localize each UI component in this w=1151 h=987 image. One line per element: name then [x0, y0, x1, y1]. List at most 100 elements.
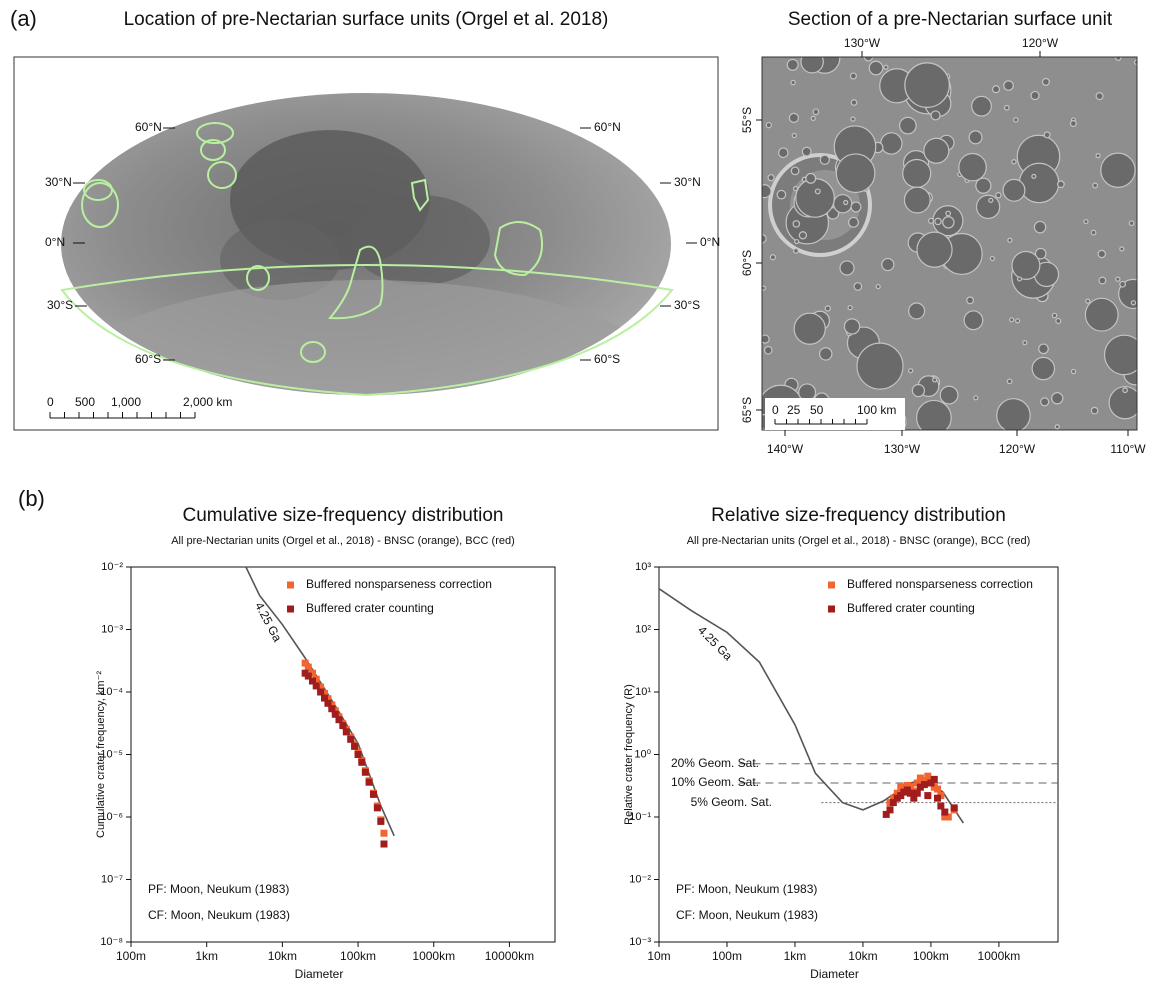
data-point — [889, 794, 897, 802]
crater — [819, 154, 830, 165]
data-point — [882, 810, 890, 818]
crater — [989, 255, 995, 262]
crater — [839, 260, 855, 276]
crater — [988, 197, 994, 203]
crater — [903, 186, 931, 214]
crater — [800, 57, 824, 74]
data-point — [312, 675, 320, 683]
legend-label: Buffered nonsparseness correction — [847, 577, 1033, 591]
data-point — [312, 682, 320, 690]
y-tick-label: 10⁻¹ — [629, 811, 651, 823]
crater — [899, 116, 917, 135]
x-tick-label: 100m — [712, 949, 742, 963]
x-tick-label: 1000km — [412, 949, 455, 963]
data-point — [889, 799, 897, 807]
legend-label: Buffered crater counting — [847, 601, 975, 615]
scale-label: 2,000 km — [183, 395, 232, 409]
crater — [843, 318, 861, 335]
crater — [1031, 173, 1037, 179]
crater — [1133, 59, 1137, 65]
data-point — [304, 663, 312, 671]
legend-label: Buffered crater counting — [306, 601, 434, 615]
crater — [850, 201, 862, 213]
crater — [1114, 57, 1122, 61]
crater — [904, 62, 950, 108]
crater — [945, 210, 952, 217]
lat-label: 60°N — [135, 120, 162, 134]
data-point — [370, 790, 378, 798]
data-point — [317, 688, 325, 696]
crater — [1108, 386, 1137, 420]
data-point — [373, 804, 381, 812]
crater — [790, 166, 800, 176]
data-point — [320, 694, 328, 702]
unit-outlines — [60, 122, 674, 397]
x-tick-label: 10km — [848, 949, 877, 963]
crater — [968, 130, 983, 145]
saturation-label: 20% Geom. Sat. — [671, 756, 759, 770]
crater — [791, 132, 797, 139]
data-point — [354, 751, 362, 758]
lat-label: 65°S — [740, 397, 754, 423]
crater — [973, 395, 979, 401]
crater — [1016, 276, 1023, 282]
data-point — [304, 672, 312, 680]
crater — [1098, 276, 1107, 285]
y-axis-label: Cumulative crater frequency, km⁻² — [95, 671, 107, 838]
crater — [843, 199, 849, 206]
crater — [1056, 180, 1065, 189]
crater — [795, 178, 835, 218]
crater — [790, 79, 796, 86]
lat-label: 0°N — [45, 235, 65, 249]
crater — [794, 238, 800, 245]
data-point — [324, 699, 332, 707]
scale-label: 500 — [75, 395, 95, 409]
data-point — [924, 772, 932, 780]
crater — [1083, 218, 1089, 225]
crater — [1007, 237, 1013, 243]
data-point — [342, 728, 350, 736]
crater — [996, 398, 1031, 430]
data-point — [335, 716, 343, 724]
crater — [1002, 178, 1026, 202]
legend-marker — [287, 581, 294, 589]
data-point — [317, 683, 325, 691]
crater — [810, 115, 816, 121]
data-point — [937, 802, 945, 810]
crater — [875, 283, 881, 290]
saturation-label: 5% Geom. Sat. — [691, 795, 772, 809]
y-tick-label: 10⁻⁵ — [100, 748, 123, 760]
crater — [868, 60, 884, 76]
data-point — [910, 794, 918, 802]
data-point — [380, 840, 388, 848]
scale-box — [765, 398, 905, 430]
x-tick-label: 10km — [268, 949, 297, 963]
crater — [792, 220, 801, 228]
crater — [1090, 229, 1097, 236]
lon-label: 130°W — [884, 442, 921, 456]
crater — [801, 146, 812, 157]
crater — [812, 108, 820, 116]
crater — [1095, 153, 1101, 159]
crater — [832, 194, 853, 214]
crater — [853, 282, 863, 291]
y-tick-label: 10⁻⁸ — [100, 936, 123, 948]
lon-label: 120°W — [999, 442, 1036, 456]
panel-label: (a) — [10, 6, 37, 31]
lat-label: 30°N — [45, 175, 72, 189]
data-point — [331, 710, 339, 718]
y-tick-label: 10¹ — [635, 686, 651, 698]
crater — [1115, 276, 1121, 282]
crater — [1006, 378, 1013, 385]
crater — [798, 231, 808, 240]
isochron-curve — [245, 566, 395, 837]
crater — [911, 383, 926, 398]
crater — [769, 254, 776, 261]
lat-label: 60°S — [135, 352, 161, 366]
chart-subtitle: All pre-Nectarian units (Orgel et al., 2… — [171, 535, 515, 547]
y-tick-label: 10² — [635, 623, 651, 635]
crater — [1128, 220, 1135, 227]
lat-label: 60°S — [740, 250, 754, 276]
crater — [880, 132, 903, 155]
